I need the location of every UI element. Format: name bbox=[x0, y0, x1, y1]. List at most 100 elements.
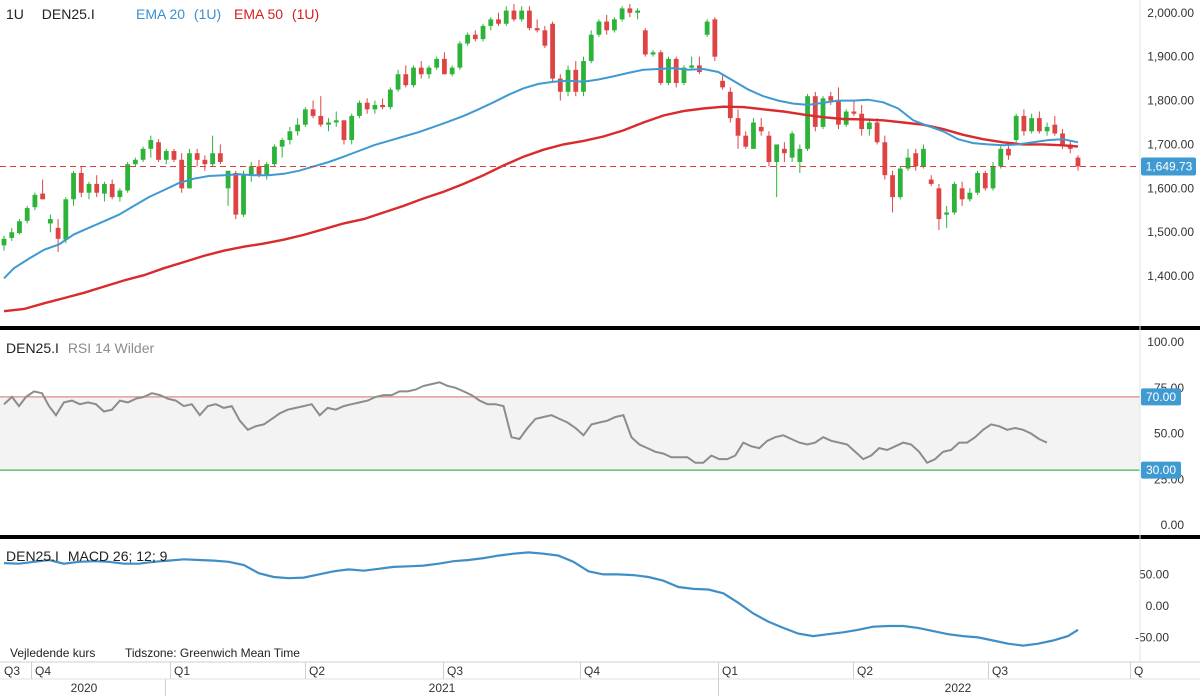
candle-up bbox=[650, 52, 656, 55]
candle-up bbox=[9, 232, 15, 238]
candle-up bbox=[897, 168, 903, 198]
candle-down bbox=[318, 115, 324, 125]
candle-up bbox=[295, 124, 301, 132]
candle-down bbox=[712, 19, 718, 57]
price-tick-label: 1,500.00 bbox=[1147, 225, 1194, 239]
candle-up bbox=[975, 172, 980, 193]
candle-up bbox=[503, 10, 509, 24]
candle-up bbox=[333, 120, 339, 123]
candle-up bbox=[774, 144, 780, 162]
candle-up bbox=[71, 172, 76, 200]
candle-down bbox=[442, 58, 447, 75]
ema50-legend-name: EMA 50 bbox=[234, 6, 283, 22]
time-axis: Q3 Q4 Q1 Q2 Q3 Q4 Q1 Q2 Q3 Q 2020 2021 2022 bbox=[0, 661, 1200, 696]
candle-up bbox=[612, 19, 617, 31]
candle-up bbox=[17, 221, 22, 234]
candle-down bbox=[179, 159, 185, 189]
panel-divider-price-rsi[interactable] bbox=[0, 326, 1200, 330]
candle-up bbox=[125, 164, 131, 191]
candle-down bbox=[310, 109, 316, 116]
rsi-tick-label: 100.00 bbox=[1147, 335, 1184, 349]
candle-up bbox=[102, 183, 107, 194]
price-tick-label: 2,000.00 bbox=[1147, 6, 1194, 20]
candle-up bbox=[241, 175, 246, 215]
candle-up bbox=[434, 58, 440, 68]
candle-down bbox=[403, 74, 409, 86]
footer-timezone: Tidszone: Greenwich Mean Time bbox=[125, 646, 300, 660]
candle-down bbox=[673, 58, 679, 83]
candle-up bbox=[264, 164, 270, 176]
candle-up bbox=[117, 190, 123, 198]
candle-up bbox=[163, 151, 169, 160]
candle-down bbox=[527, 10, 532, 29]
macd-tick-label: 0.00 bbox=[1146, 599, 1170, 613]
candle-up bbox=[596, 21, 602, 35]
candle-up bbox=[411, 67, 416, 86]
quarter-label: Q2 bbox=[309, 664, 325, 678]
candle-up bbox=[1029, 118, 1035, 132]
ema20-legend: EMA 20 (1U) bbox=[136, 6, 221, 22]
rsi-tick-label: 50.00 bbox=[1154, 427, 1184, 441]
candle-down bbox=[1075, 157, 1081, 167]
candle-up bbox=[951, 183, 957, 213]
candle-down bbox=[781, 148, 787, 154]
symbol-label: DEN25.I bbox=[42, 6, 95, 22]
candle-up bbox=[63, 199, 69, 240]
rsi-lower-badge-bg bbox=[1141, 461, 1181, 479]
candle-up bbox=[24, 208, 30, 221]
candle-up bbox=[488, 19, 494, 26]
candle-up bbox=[704, 21, 710, 35]
candle-up bbox=[635, 10, 640, 13]
candle-down bbox=[217, 153, 223, 162]
candle-down bbox=[642, 30, 648, 55]
candle-down bbox=[171, 151, 177, 160]
candle-up bbox=[248, 166, 254, 176]
year-label: 2020 bbox=[71, 681, 98, 695]
candle-down bbox=[1006, 148, 1011, 156]
candle-up bbox=[279, 140, 285, 147]
ema20-legend-interval: (1U) bbox=[194, 6, 221, 22]
candle-up bbox=[225, 170, 231, 189]
price-tick-label: 1,800.00 bbox=[1147, 94, 1194, 108]
quarter-label: Q3 bbox=[992, 664, 1008, 678]
quarter-label: Q2 bbox=[857, 664, 873, 678]
candle-down bbox=[109, 183, 115, 198]
quarter-label: Q1 bbox=[722, 664, 738, 678]
candle-down bbox=[550, 23, 555, 79]
ema50-line bbox=[3, 105, 1079, 313]
candle-up bbox=[681, 67, 687, 83]
candle-up bbox=[465, 34, 470, 44]
rsi-upper-badge-bg bbox=[1141, 388, 1181, 406]
candle-down bbox=[496, 19, 501, 24]
candle-down bbox=[812, 96, 818, 127]
candle-down bbox=[604, 21, 610, 31]
candle-up bbox=[148, 140, 154, 149]
candle-down bbox=[758, 126, 764, 132]
candle-up bbox=[519, 10, 525, 20]
candle-down bbox=[40, 193, 46, 200]
panel-divider-rsi-macd[interactable] bbox=[0, 535, 1200, 539]
candle-up bbox=[302, 109, 308, 125]
rsi-symbol-label: DEN25.I bbox=[6, 340, 59, 356]
price-tick-label: 1,900.00 bbox=[1147, 50, 1194, 64]
quarter-label: Q4 bbox=[584, 664, 600, 678]
candle-down bbox=[542, 30, 548, 46]
year-label: 2021 bbox=[429, 681, 456, 695]
last-price-label: 1,649.73 bbox=[1146, 160, 1193, 174]
candle-down bbox=[627, 8, 633, 13]
svg-text:DEN25.I RSI 14 Wilder: DEN25.I RSI 14 Wilder bbox=[6, 340, 155, 356]
candle-up bbox=[990, 166, 996, 189]
candle-up bbox=[789, 133, 795, 158]
candle-up bbox=[805, 96, 810, 149]
candle-down bbox=[982, 172, 988, 189]
macd-indicator-label: MACD 26; 12; 9 bbox=[68, 548, 168, 564]
candle-up bbox=[357, 102, 362, 116]
ema20-line bbox=[3, 67, 1079, 280]
candle-down bbox=[1036, 118, 1042, 132]
candle-up bbox=[1044, 126, 1050, 132]
rsi-upper-label: 70.00 bbox=[1146, 390, 1176, 404]
rsi-lower-badge: 30.00 bbox=[1141, 461, 1181, 479]
